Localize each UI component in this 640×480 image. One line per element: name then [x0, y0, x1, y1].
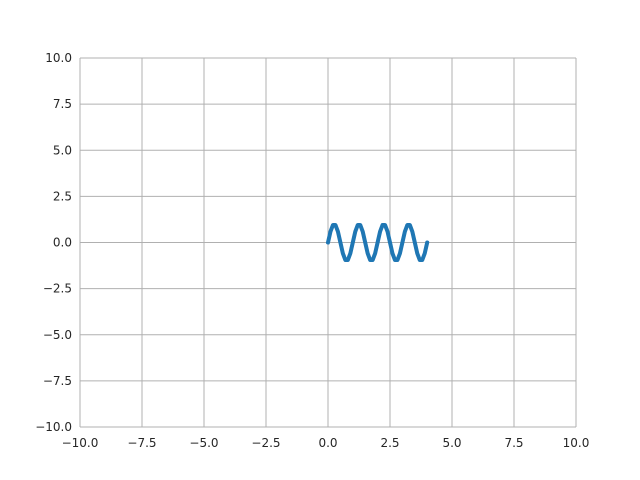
y-tick-label: −10.0	[35, 420, 72, 434]
x-tick-labels: −10.0 −7.5 −5.0 −2.5 0.0 2.5 5.0 7.5 10.0	[62, 436, 590, 450]
x-tick-label: −2.5	[251, 436, 280, 450]
y-tick-label: 5.0	[53, 143, 72, 157]
x-tick-label: −7.5	[127, 436, 156, 450]
y-tick-label: 0.0	[53, 236, 72, 250]
x-tick-label: 0.0	[318, 436, 337, 450]
x-tick-label: −5.0	[189, 436, 218, 450]
y-tick-labels: −10.0 −7.5 −5.0 −2.5 0.0 2.5 5.0 7.5 10.0	[35, 51, 72, 434]
y-tick-label: 10.0	[45, 51, 72, 65]
series-layer	[326, 222, 430, 263]
y-tick-label: −2.5	[43, 282, 72, 296]
series-line	[326, 222, 430, 263]
y-tick-label: 2.5	[53, 189, 72, 203]
x-tick-label: 2.5	[380, 436, 399, 450]
x-tick-label: −10.0	[62, 436, 99, 450]
y-tick-label: −5.0	[43, 328, 72, 342]
x-tick-label: 5.0	[442, 436, 461, 450]
x-tick-label: 7.5	[504, 436, 523, 450]
y-tick-label: −7.5	[43, 374, 72, 388]
x-tick-label: 10.0	[563, 436, 590, 450]
y-tick-label: 7.5	[53, 97, 72, 111]
